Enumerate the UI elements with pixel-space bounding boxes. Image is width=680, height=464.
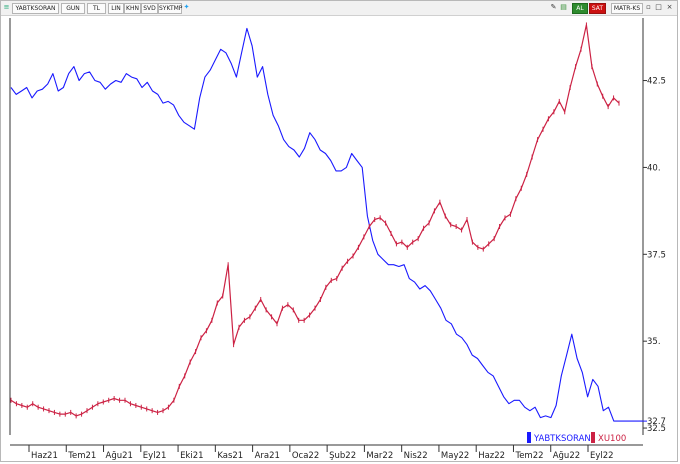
drag-handle-icon[interactable]: ≡ bbox=[3, 3, 10, 11]
edit-icon[interactable]: ✎ bbox=[550, 3, 557, 11]
x-tick-label: Ağu22 bbox=[553, 451, 580, 461]
symbol-box[interactable]: YABTKSORAN bbox=[12, 3, 59, 14]
series-line-yabtksoran bbox=[10, 27, 643, 422]
y-tick-label: 35. bbox=[647, 337, 661, 347]
x-tick-label: Eyl22 bbox=[590, 451, 614, 461]
y-tick-label: 40. bbox=[647, 163, 661, 173]
line-type-button[interactable]: LIN bbox=[108, 3, 124, 14]
chart-canvas: 32.5 35. 37.5 40. 42.5 32.7 Haz21 Tem21 Ağu21 Ey… bbox=[9, 18, 666, 461]
x-tick-label: Tem22 bbox=[514, 451, 543, 461]
legend-label-xu100: XU100 bbox=[598, 434, 626, 444]
sell-button[interactable]: SAT bbox=[589, 3, 606, 14]
series-line-xu100 bbox=[10, 24, 620, 417]
minimize-icon[interactable]: ▫ bbox=[646, 3, 651, 11]
chart-series bbox=[10, 22, 643, 422]
legend-label-yabtksoran: YABTKSORAN bbox=[533, 434, 591, 444]
x-axis: Haz21 Tem21 Ağu21 Eyl21 Eki21 Kas21 Ara21 Oca22… bbox=[28, 445, 614, 461]
legend-swatch-xu100 bbox=[591, 432, 595, 443]
x-tick-label: Ağu21 bbox=[106, 451, 133, 461]
x-tick-label: Tem21 bbox=[67, 451, 96, 461]
mixed-type-button[interactable]: SYKTMP bbox=[158, 3, 183, 14]
matriks-button[interactable]: MATR-KS bbox=[611, 3, 643, 14]
candle-type-button[interactable]: KHN bbox=[124, 3, 141, 14]
y-tick-label: 42.5 bbox=[647, 77, 666, 87]
x-tick-label: May22 bbox=[441, 451, 469, 461]
chart-gridlines bbox=[9, 18, 644, 446]
maximize-icon[interactable]: □ bbox=[655, 3, 662, 11]
y-axis: 32.5 35. 37.5 40. 42.5 32.7 bbox=[643, 77, 666, 434]
y-tick-label: 32.5 bbox=[647, 424, 666, 434]
y-tick-label: 37.5 bbox=[647, 250, 666, 260]
x-tick-label: Ara21 bbox=[255, 451, 280, 461]
x-tick-label: Eyl21 bbox=[143, 451, 167, 461]
twitter-icon[interactable]: ✦ bbox=[183, 3, 190, 11]
bar-type-button[interactable]: SVD bbox=[141, 3, 158, 14]
currency-button[interactable]: TL bbox=[87, 3, 106, 14]
close-icon[interactable]: × bbox=[666, 3, 673, 11]
x-tick-label: Haz22 bbox=[478, 451, 505, 461]
list-icon[interactable]: ▤ bbox=[560, 3, 567, 11]
buy-button[interactable]: AL bbox=[572, 3, 588, 14]
period-button[interactable]: GUN bbox=[61, 3, 85, 14]
x-tick-label: Mar22 bbox=[366, 451, 393, 461]
chart-legend: YABTKSORAN XU100 bbox=[527, 432, 626, 444]
x-tick-label: Nis22 bbox=[404, 451, 428, 461]
x-tick-label: Oca22 bbox=[292, 451, 319, 461]
legend-swatch-yabtksoran bbox=[527, 432, 531, 443]
last-value-label: 32.7 bbox=[647, 417, 666, 427]
x-tick-label: Eki21 bbox=[180, 451, 203, 461]
x-tick-label: Kas21 bbox=[217, 451, 243, 461]
chart-toolbar: ≡ YABTKSORAN GUN TL LIN KHN SVD SYKTMP ✦… bbox=[1, 1, 677, 16]
x-tick-label: Şub22 bbox=[329, 451, 356, 461]
x-tick-label: Haz21 bbox=[31, 451, 58, 461]
